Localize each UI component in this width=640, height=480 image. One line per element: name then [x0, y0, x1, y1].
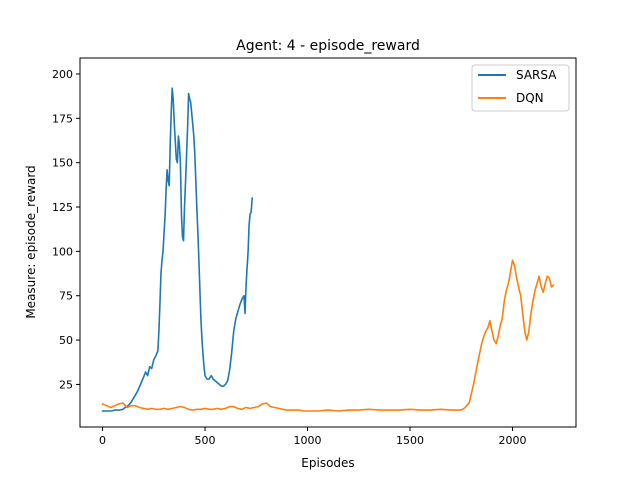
legend-label-sarsa: SARSA [516, 68, 557, 82]
x-tick-label: 0 [99, 434, 106, 447]
series-line-dqn [101, 259, 555, 412]
x-tick-label: 1000 [294, 434, 322, 447]
y-tick-label: 125 [52, 201, 73, 214]
y-tick-label: 175 [52, 112, 73, 125]
series-line-sarsa [101, 87, 253, 412]
legend-box [471, 64, 570, 112]
y-tick-label: 150 [52, 157, 73, 170]
x-axis: 0 500 1000 1500 2000 [99, 427, 526, 447]
x-tick-label: 500 [195, 434, 216, 447]
y-tick-label: 200 [52, 68, 73, 81]
legend-label-dqn: DQN [516, 91, 544, 105]
legend: SARSA DQN [471, 64, 570, 112]
x-tick-label: 2000 [498, 434, 526, 447]
y-tick-label: 50 [59, 334, 73, 347]
y-tick-label: 25 [59, 378, 73, 391]
chart-title: Agent: 4 - episode_reward [236, 38, 420, 54]
y-axis: 25 50 75 100 125 150 175 200 [52, 68, 80, 391]
x-tick-label: 1500 [396, 434, 424, 447]
series-layer [101, 87, 555, 412]
x-axis-label: Episodes [301, 456, 354, 470]
y-axis-label: Measure: episode_reward [24, 165, 38, 318]
plot-frame [79, 57, 577, 428]
y-tick-label: 100 [52, 245, 73, 258]
y-tick-label: 75 [59, 290, 73, 303]
